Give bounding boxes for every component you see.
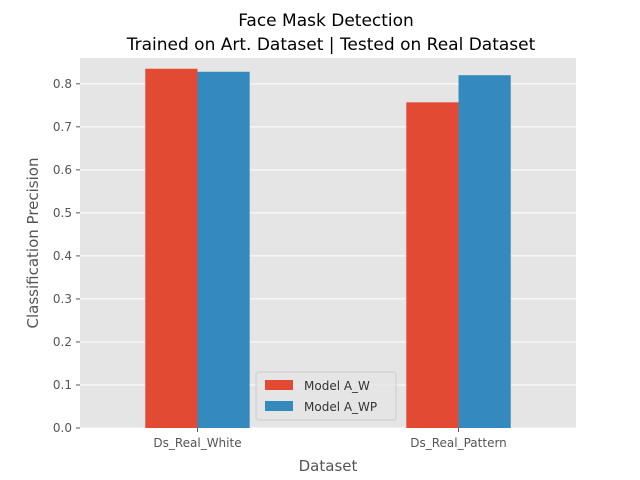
y-tick-label: 0.2 (53, 335, 72, 349)
legend: Model A_W Model A_WP (255, 371, 397, 421)
legend-label: Model A_W (304, 379, 370, 393)
y-tick-label: 0.5 (53, 206, 72, 220)
x-tick-label: Ds_Real_White (153, 436, 241, 450)
legend-label: Model A_WP (304, 400, 377, 414)
x-axis-ticks: Ds_Real_White Ds_Real_Pattern (153, 428, 507, 450)
legend-swatch (265, 401, 293, 411)
bars-group (145, 68, 511, 429)
y-tick-label: 0.0 (53, 421, 72, 435)
y-axis-label: Classification Precision (24, 158, 42, 329)
x-axis-label: Dataset (299, 457, 358, 475)
x-tick-label: Ds_Real_Pattern (410, 436, 507, 450)
y-tick-label: 0.7 (53, 120, 72, 134)
bar-model-a-wp-ds-real-white (197, 71, 250, 428)
legend-swatch (265, 380, 293, 390)
y-tick-label: 0.1 (53, 378, 72, 392)
bar-model-a-wp-ds-real-pattern (458, 75, 511, 429)
y-tick-label: 0.6 (53, 163, 72, 177)
y-tick-label: 0.4 (53, 249, 72, 263)
chart-subtitle: Trained on Art. Dataset | Tested on Real… (126, 35, 536, 55)
y-tick-label: 0.8 (53, 77, 72, 91)
bar-model-a-w-ds-real-white (145, 68, 198, 429)
y-tick-label: 0.3 (53, 292, 72, 306)
chart-title: Face Mask Detection (238, 11, 414, 31)
y-axis-ticks: 0.0 0.1 0.2 0.3 0.4 0.5 0.6 0.7 0.8 (53, 77, 80, 435)
bar-model-a-w-ds-real-pattern (406, 102, 459, 428)
